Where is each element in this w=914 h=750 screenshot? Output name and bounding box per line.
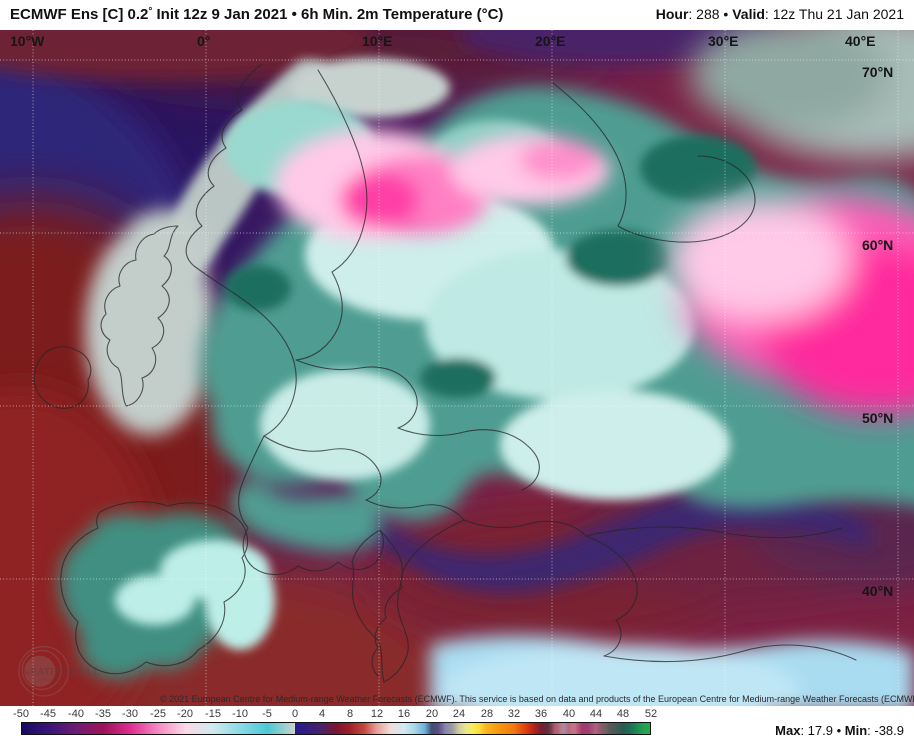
svg-text:40°N: 40°N — [862, 583, 893, 599]
svg-text:10°W: 10°W — [10, 33, 45, 49]
svg-text:WEATHERBELL: WEATHERBELL — [24, 666, 100, 678]
svg-text:10°E: 10°E — [362, 33, 393, 49]
svg-text:60°N: 60°N — [862, 237, 893, 253]
svg-text:0°: 0° — [197, 33, 210, 49]
svg-text:40°E: 40°E — [845, 33, 876, 49]
svg-text:20°E: 20°E — [535, 33, 566, 49]
svg-text:30°E: 30°E — [708, 33, 739, 49]
svg-text:70°N: 70°N — [862, 64, 893, 80]
svg-text:50°N: 50°N — [862, 410, 893, 426]
svg-text:ANALYTICS LLC: ANALYTICS LLC — [39, 677, 66, 681]
